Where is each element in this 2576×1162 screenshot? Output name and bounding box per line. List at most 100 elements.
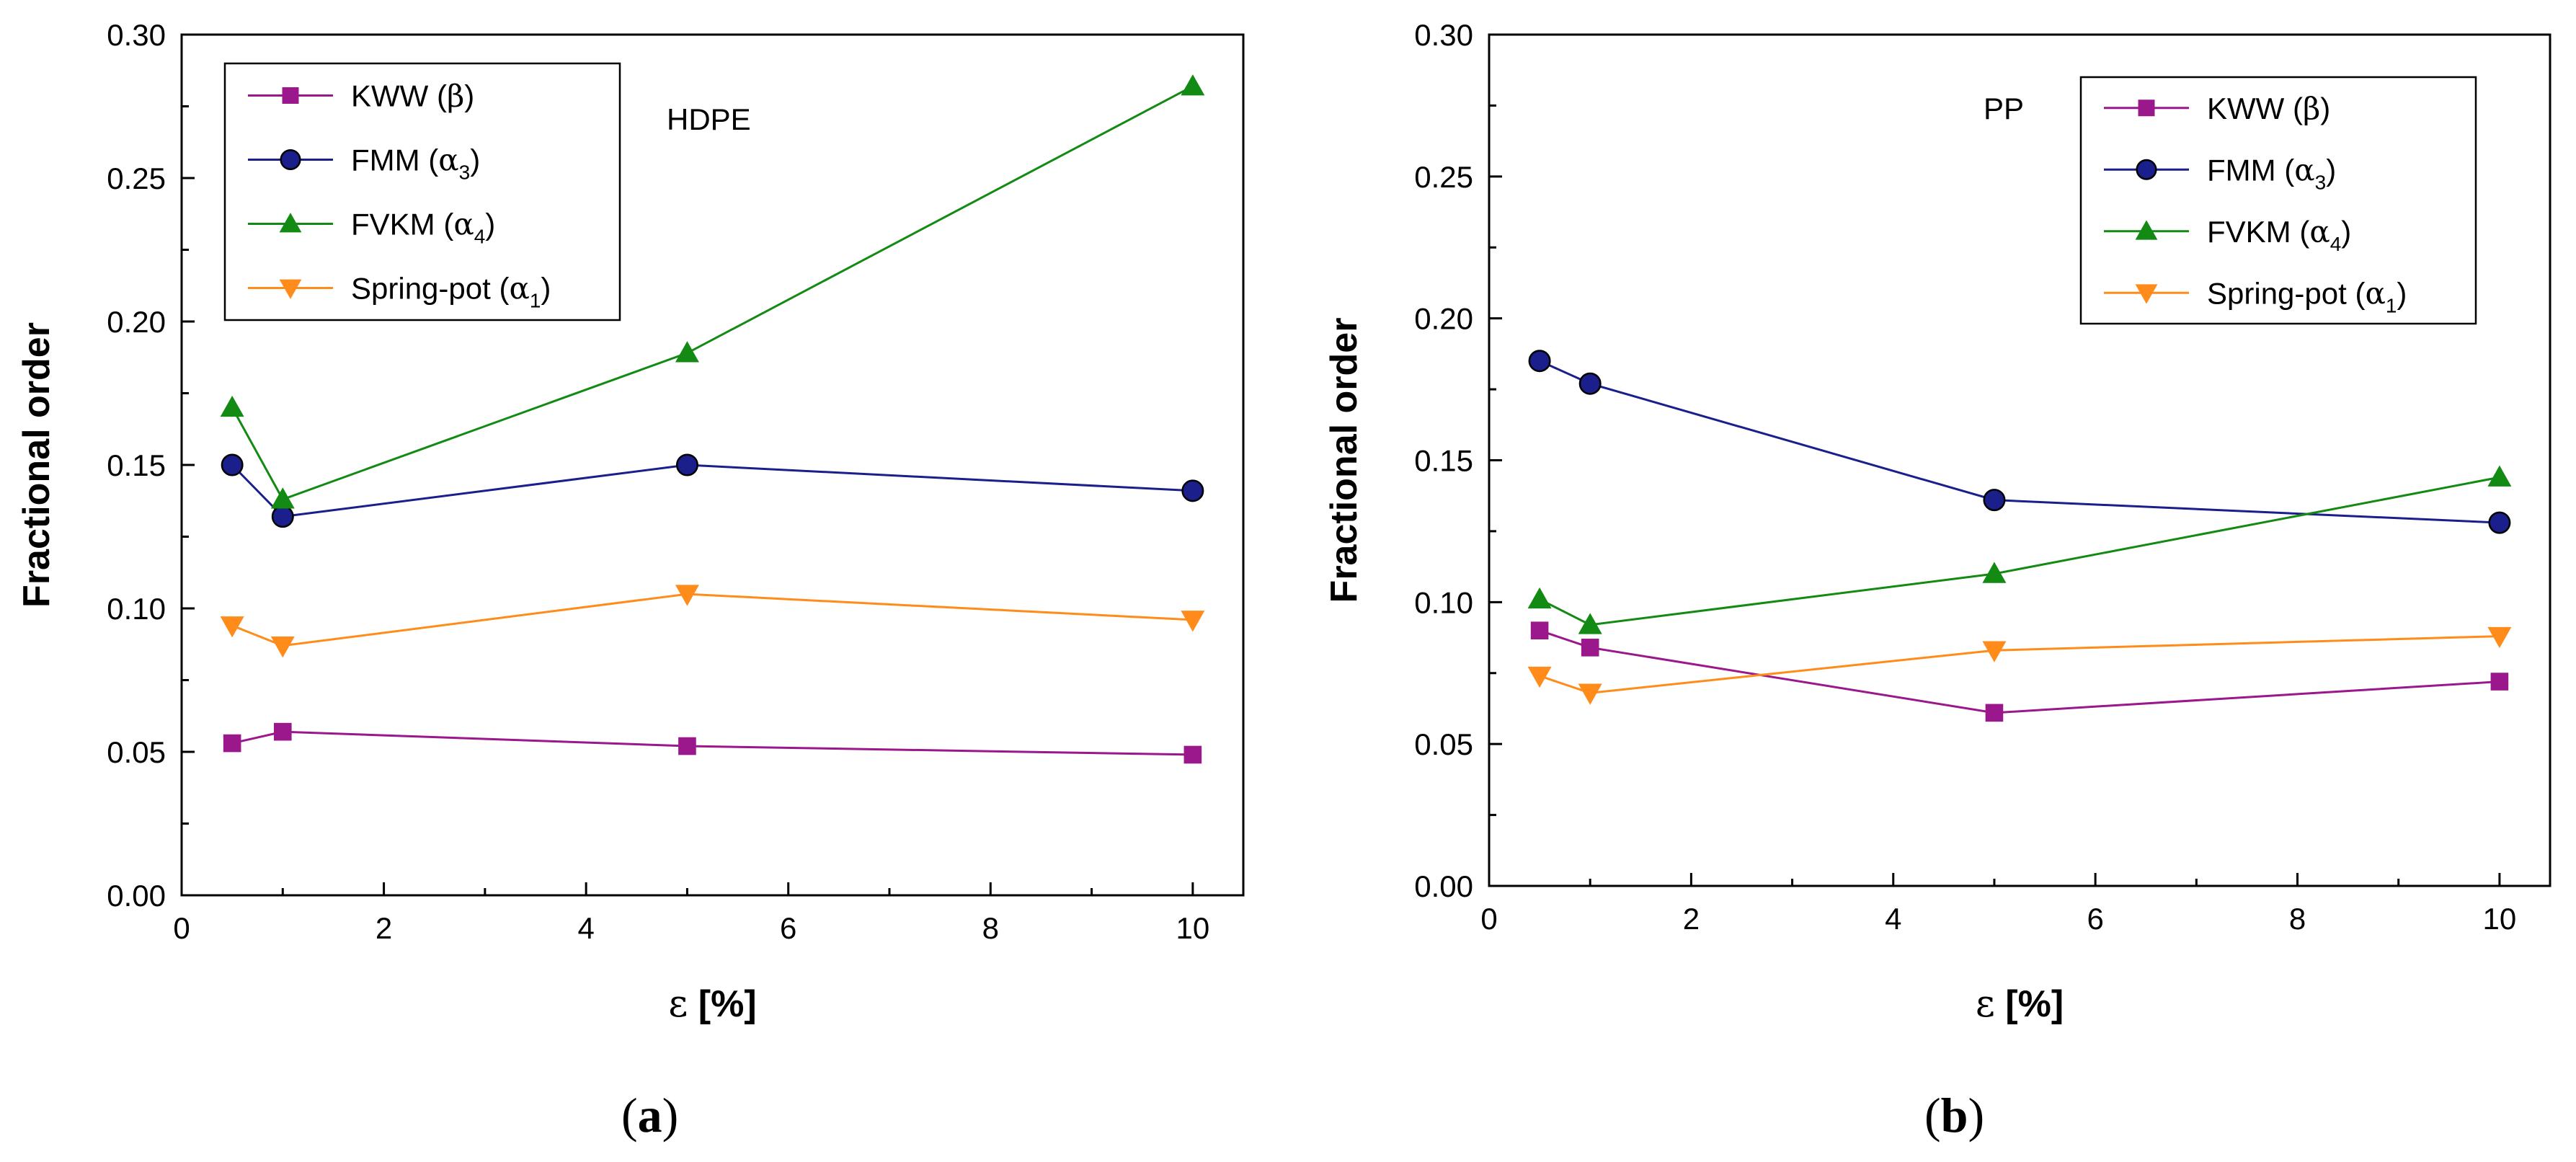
panel-label: (a)	[621, 1088, 678, 1143]
data-point: Spring-pot: 10, 0.088	[2487, 626, 2512, 649]
data-point: FVKM: 10, 0.282	[1181, 74, 1205, 96]
data-point: KWW: 5, 0.052	[678, 737, 696, 755]
series-fvkm: FVKM: 0.5, 0.101 FVKM: 1, 0.092 FVKM: 5, 0…	[1527, 465, 2512, 634]
series-fmm: FMM: 0.5, 0.15 FMM: 1, 0.132 FMM: 5, 0.15 F…	[221, 453, 1204, 528]
data-point: Spring-pot: 10, 0.096	[1181, 611, 1205, 632]
chart-panel-b: 0 2 4 6 8 10 0.00 0.05 0.10 0.15 0.20 0.25 0.30 ε [%]…	[1323, 18, 2551, 1143]
y-tick-label: 0.05	[1414, 727, 1473, 761]
legend: KWW (β) FMM (α3) FVKM (α4) Spring-pot (α1)	[223, 62, 621, 321]
x-tick-label: 6	[2087, 902, 2103, 936]
series-spring-pot: Spring-pot: 0.5, 0.094 Spring-pot: 1, 0.0…	[220, 585, 1205, 658]
y-tick-label: 0.20	[1414, 302, 1473, 336]
y-tick-label: 0.00	[107, 879, 166, 913]
panel-label: (b)	[1924, 1088, 1984, 1143]
series-fmm: FMM: 0.5, 0.185 FMM: 1, 0.177 FMM: 5, 0.13…	[1528, 350, 2511, 534]
series-line	[231, 730, 1193, 756]
legend-entry: KWW (β)	[2207, 91, 2330, 126]
y-tick-label: 0.05	[107, 735, 166, 769]
data-point: Spring-pot: 5, 0.105	[675, 585, 699, 606]
x-tick-label: 0	[1480, 902, 1497, 936]
series-kww: KWW: 0.5, 0.09 KWW: 1, 0.084 KWW: 5, 0.061…	[1530, 621, 2509, 722]
legend-marker	[2138, 99, 2155, 117]
series-line	[1539, 629, 2500, 714]
x-axis-title: ε [%]	[1976, 983, 2064, 1026]
data-point: FVKM: 0.5, 0.101	[1527, 587, 1552, 609]
y-tick-label: 0.20	[107, 305, 166, 339]
data-point: FVKM: 10, 0.144	[2487, 465, 2512, 487]
data-point: Spring-pot: 5, 0.083	[1982, 641, 2007, 662]
data-point: KWW: 1, 0.057	[273, 722, 292, 741]
y-axis-title: Fractional order	[1323, 318, 1365, 603]
data-point: KWW: 5, 0.061	[1985, 704, 2004, 722]
x-tick-label: 2	[376, 911, 392, 945]
x-tick-label: 4	[1885, 902, 1901, 936]
y-tick-label: 0.25	[1414, 160, 1473, 194]
x-tick-label: 6	[780, 911, 796, 945]
legend-marker	[2135, 284, 2158, 304]
legend-entry: FMM (α3)	[351, 143, 480, 184]
x-tick-label: 2	[1683, 902, 1700, 936]
series-spring-pot: Spring-pot: 0.5, 0.074 Spring-pot: 1, 0.0…	[1527, 626, 2512, 705]
legend-marker	[2135, 220, 2158, 240]
series-line	[1539, 360, 2500, 524]
data-point: FMM: 1, 0.177	[1578, 372, 1602, 395]
data-point: FMM: 5, 0.136	[1983, 489, 2006, 512]
material-label: PP	[1984, 92, 2024, 125]
y-tick-label: 0.30	[1414, 18, 1473, 52]
series-fvkm: FVKM: 0.5, 0.17 FVKM: 1, 0.138 FVKM: 5, 0.…	[220, 74, 1205, 509]
x-tick-label: 8	[982, 911, 999, 945]
legend-marker	[282, 87, 299, 104]
series-line	[1539, 476, 2500, 626]
material-label: HDPE	[667, 102, 751, 136]
data-point: FVKM: 1, 0.092	[1578, 613, 1602, 634]
data-point: FMM: 0.5, 0.185	[1528, 350, 1551, 373]
data-point: KWW: 1, 0.084	[1581, 639, 1599, 657]
legend-marker	[2136, 159, 2157, 180]
data-point: Spring-pot: 1, 0.068	[1578, 683, 1602, 705]
data-point: FMM: 1, 0.132	[271, 505, 294, 528]
legend-entry: FVKM (α4)	[351, 207, 495, 248]
data-point: KWW: 10, 0.072	[2490, 673, 2509, 691]
series-line	[1539, 635, 2500, 694]
series-kww: KWW: 0.5, 0.053 KWW: 1, 0.057 KWW: 5, 0.05…	[223, 722, 1202, 764]
data-point: FVKM: 5, 0.189	[675, 341, 699, 363]
data-point: KWW: 0.5, 0.053	[223, 734, 241, 753]
data-point: FMM: 0.5, 0.15	[221, 453, 244, 476]
legend-entry: Spring-pot (α1)	[2207, 275, 2407, 316]
series-line	[231, 464, 1193, 518]
data-point: FMM: 10, 0.141	[1181, 479, 1204, 502]
x-tick-label: 10	[2483, 902, 2517, 936]
data-point: FVKM: 1, 0.138	[270, 487, 295, 509]
legend-entry: FVKM (α4)	[2207, 214, 2351, 255]
data-point: KWW: 0.5, 0.09	[1530, 621, 1549, 639]
legend-entry: Spring-pot (α1)	[351, 271, 551, 312]
y-tick-label: 0.10	[107, 592, 166, 626]
legend-entry: KWW (β)	[351, 79, 474, 114]
data-point: Spring-pot: 1, 0.087	[270, 636, 295, 658]
y-tick-label: 0.25	[107, 161, 166, 195]
chart-panel-a: 0 2 4 6 8 10 0.00 0.05 0.10 0.15 0.20 0.25 0.30 ε [%]…	[16, 18, 1245, 1143]
data-point: FVKM: 5, 0.11	[1982, 562, 2007, 583]
x-tick-label: 8	[2289, 902, 2306, 936]
data-point: FMM: 10, 0.128	[2488, 511, 2511, 534]
legend-box	[223, 62, 621, 321]
data-point: Spring-pot: 0.5, 0.074	[1527, 666, 1552, 688]
data-point: FMM: 5, 0.15	[675, 453, 698, 476]
y-tick-label: 0.00	[1414, 869, 1473, 903]
legend-marker	[280, 148, 301, 171]
x-tick-label: 4	[577, 911, 594, 945]
y-tick-label: 0.15	[1414, 444, 1473, 478]
legend-marker	[279, 213, 302, 233]
x-tick-label: 0	[173, 911, 190, 945]
y-tick-label: 0.15	[107, 448, 166, 482]
series-line	[231, 85, 1194, 501]
y-axis-title: Fractional order	[16, 322, 58, 608]
legend-entry: FMM (α3)	[2207, 152, 2336, 193]
data-point: Spring-pot: 0.5, 0.094	[220, 616, 244, 638]
data-point: KWW: 10, 0.049	[1183, 745, 1202, 764]
legend-marker	[279, 279, 302, 299]
series-line	[231, 593, 1193, 647]
y-tick-label: 0.10	[1414, 585, 1473, 619]
x-tick-label: 10	[1176, 911, 1209, 945]
